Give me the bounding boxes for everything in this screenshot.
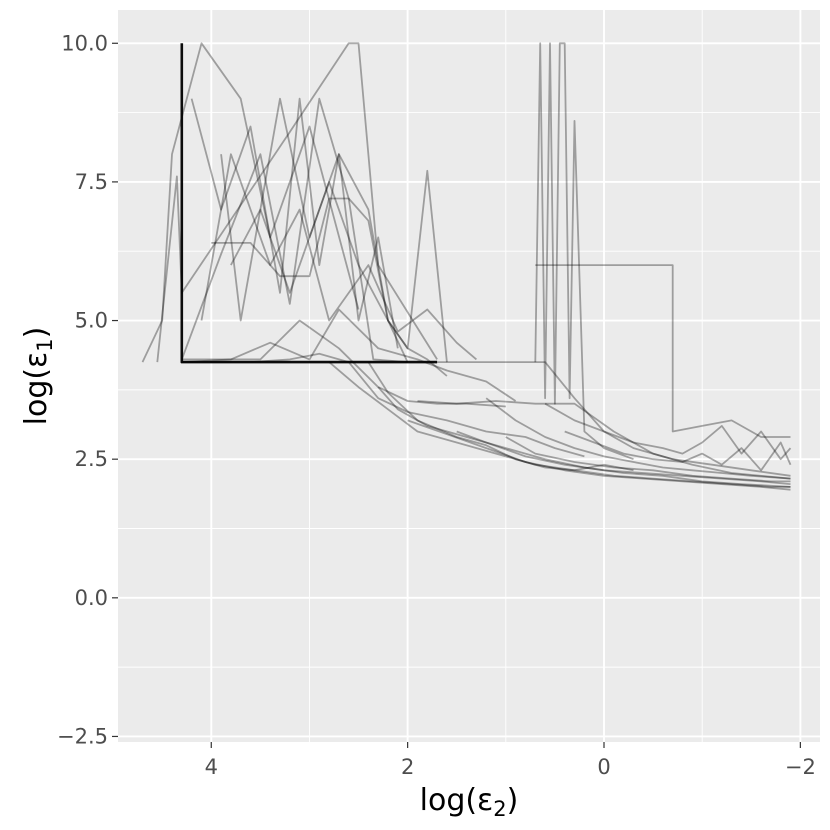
series-line-7 xyxy=(181,319,506,408)
y-axis-title: log(ε1) xyxy=(19,327,57,426)
grid-major xyxy=(118,10,820,742)
series-line-1 xyxy=(156,42,438,363)
series-line-2 xyxy=(141,42,360,363)
x-tick-label-1: 2 xyxy=(401,755,414,779)
series-line-24 xyxy=(211,197,409,363)
series-line-3 xyxy=(180,97,408,363)
series-line-12 xyxy=(417,400,791,480)
x-axis-ticks: 4 2 0 −2 xyxy=(205,742,816,779)
series-layer xyxy=(141,42,792,491)
y-axis-ticks: −2.5 0.0 2.5 5.0 7.5 10.0 xyxy=(57,31,118,748)
x-axis-title-close: ) xyxy=(507,783,519,818)
series-line-6 xyxy=(367,361,634,472)
series-line-0 xyxy=(180,43,438,364)
y-tick-label-3: 5.0 xyxy=(75,309,108,333)
series-line-20 xyxy=(230,180,448,377)
y-tick-label-5: 10.0 xyxy=(61,31,108,55)
y-axis-title-main: log(ε xyxy=(19,352,54,426)
y-tick-label-4: 7.5 xyxy=(75,170,108,194)
series-line-14 xyxy=(534,42,634,461)
series-line-21 xyxy=(190,97,399,349)
y-axis-title-subscript: 1 xyxy=(33,338,57,351)
grid-minor xyxy=(118,10,820,742)
series-line-10 xyxy=(456,430,791,485)
series-line-8 xyxy=(377,386,791,488)
series-line-9 xyxy=(407,419,791,491)
series-line-18 xyxy=(328,361,791,488)
y-tick-label-1: 0.0 xyxy=(75,586,108,610)
x-tick-label-0: 4 xyxy=(205,755,218,779)
x-tick-label-3: −2 xyxy=(785,755,816,779)
series-line-19 xyxy=(485,397,791,480)
series-line-13 xyxy=(437,361,791,477)
x-axis-title-subscript: 2 xyxy=(493,797,506,821)
y-tick-label-2: 2.5 xyxy=(75,447,108,471)
series-line-23 xyxy=(220,97,448,363)
y-tick-label-0: −2.5 xyxy=(57,724,108,748)
x-axis-title-main: log(ε xyxy=(420,783,494,818)
series-line-22 xyxy=(200,153,477,361)
x-axis-title: log(ε2) xyxy=(420,783,519,821)
series-line-17 xyxy=(564,430,792,472)
series-line-4 xyxy=(181,308,517,402)
series-line-15 xyxy=(535,264,791,438)
series-line-11 xyxy=(505,436,791,483)
series-line-16 xyxy=(544,402,792,461)
plot-panel xyxy=(118,10,820,742)
y-axis-title-close: ) xyxy=(19,327,54,339)
series-line-5 xyxy=(181,352,585,458)
x-tick-label-2: 0 xyxy=(597,755,610,779)
